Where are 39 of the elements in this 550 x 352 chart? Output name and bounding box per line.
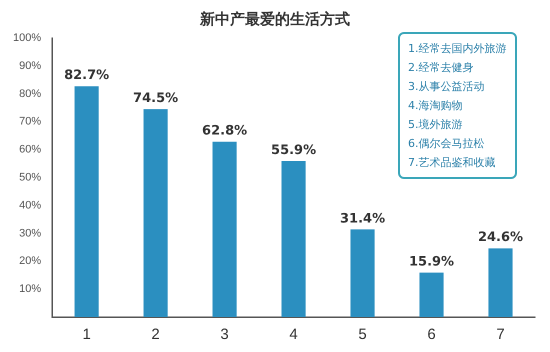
bar bbox=[144, 109, 168, 317]
x-tick-label: 6 bbox=[427, 326, 436, 344]
y-tick-label: 40% bbox=[19, 199, 42, 212]
y-tick-label: 20% bbox=[19, 255, 42, 268]
annotation: 7.艺术品鉴和收藏 bbox=[408, 155, 496, 171]
y-tick-label: 100% bbox=[12, 32, 42, 44]
bar bbox=[419, 272, 444, 317]
annotation: 1.经常去国内外旅游 bbox=[408, 41, 506, 57]
data-label: 74.5% bbox=[133, 91, 178, 106]
x-tick-label: 1 bbox=[82, 326, 91, 344]
data-label: 62.8% bbox=[202, 124, 248, 139]
y-tick-label: 60% bbox=[19, 144, 42, 156]
annotation: 5.境外旅游 bbox=[408, 117, 464, 133]
bar bbox=[212, 142, 237, 317]
y-tick-label: 70% bbox=[19, 116, 42, 128]
x-tick-label: 2 bbox=[151, 326, 160, 344]
bar bbox=[488, 248, 513, 317]
x-tick-label: 7 bbox=[496, 326, 505, 344]
data-label: 31.4% bbox=[340, 211, 386, 226]
annotation: 4.海淘购物 bbox=[408, 98, 464, 114]
y-tick-label: 50% bbox=[19, 172, 42, 184]
data-label: 82.7% bbox=[64, 68, 110, 84]
x-tick-label: 5 bbox=[358, 326, 367, 344]
annotation: 6.偶尔会马拉松 bbox=[408, 136, 486, 152]
chart-title: 新中产最爱的生活方式 bbox=[198, 10, 351, 29]
annotation: 2.经常去健身 bbox=[408, 60, 474, 76]
annotation: 3.从事公益活动 bbox=[408, 79, 486, 95]
x-tick-label: 3 bbox=[220, 326, 229, 344]
bar bbox=[74, 86, 99, 317]
x-tick-label: 4 bbox=[289, 326, 298, 344]
y-tick-label: 10% bbox=[19, 283, 42, 296]
bar bbox=[281, 161, 306, 317]
y-tick-label: 30% bbox=[19, 227, 42, 240]
data-label: 55.9% bbox=[271, 142, 316, 158]
data-label: 24.6% bbox=[478, 230, 524, 246]
y-tick-label: 80% bbox=[19, 88, 42, 100]
bar bbox=[350, 229, 375, 317]
data-label: 15.9% bbox=[408, 254, 454, 270]
y-tick-label: 90% bbox=[19, 60, 42, 72]
